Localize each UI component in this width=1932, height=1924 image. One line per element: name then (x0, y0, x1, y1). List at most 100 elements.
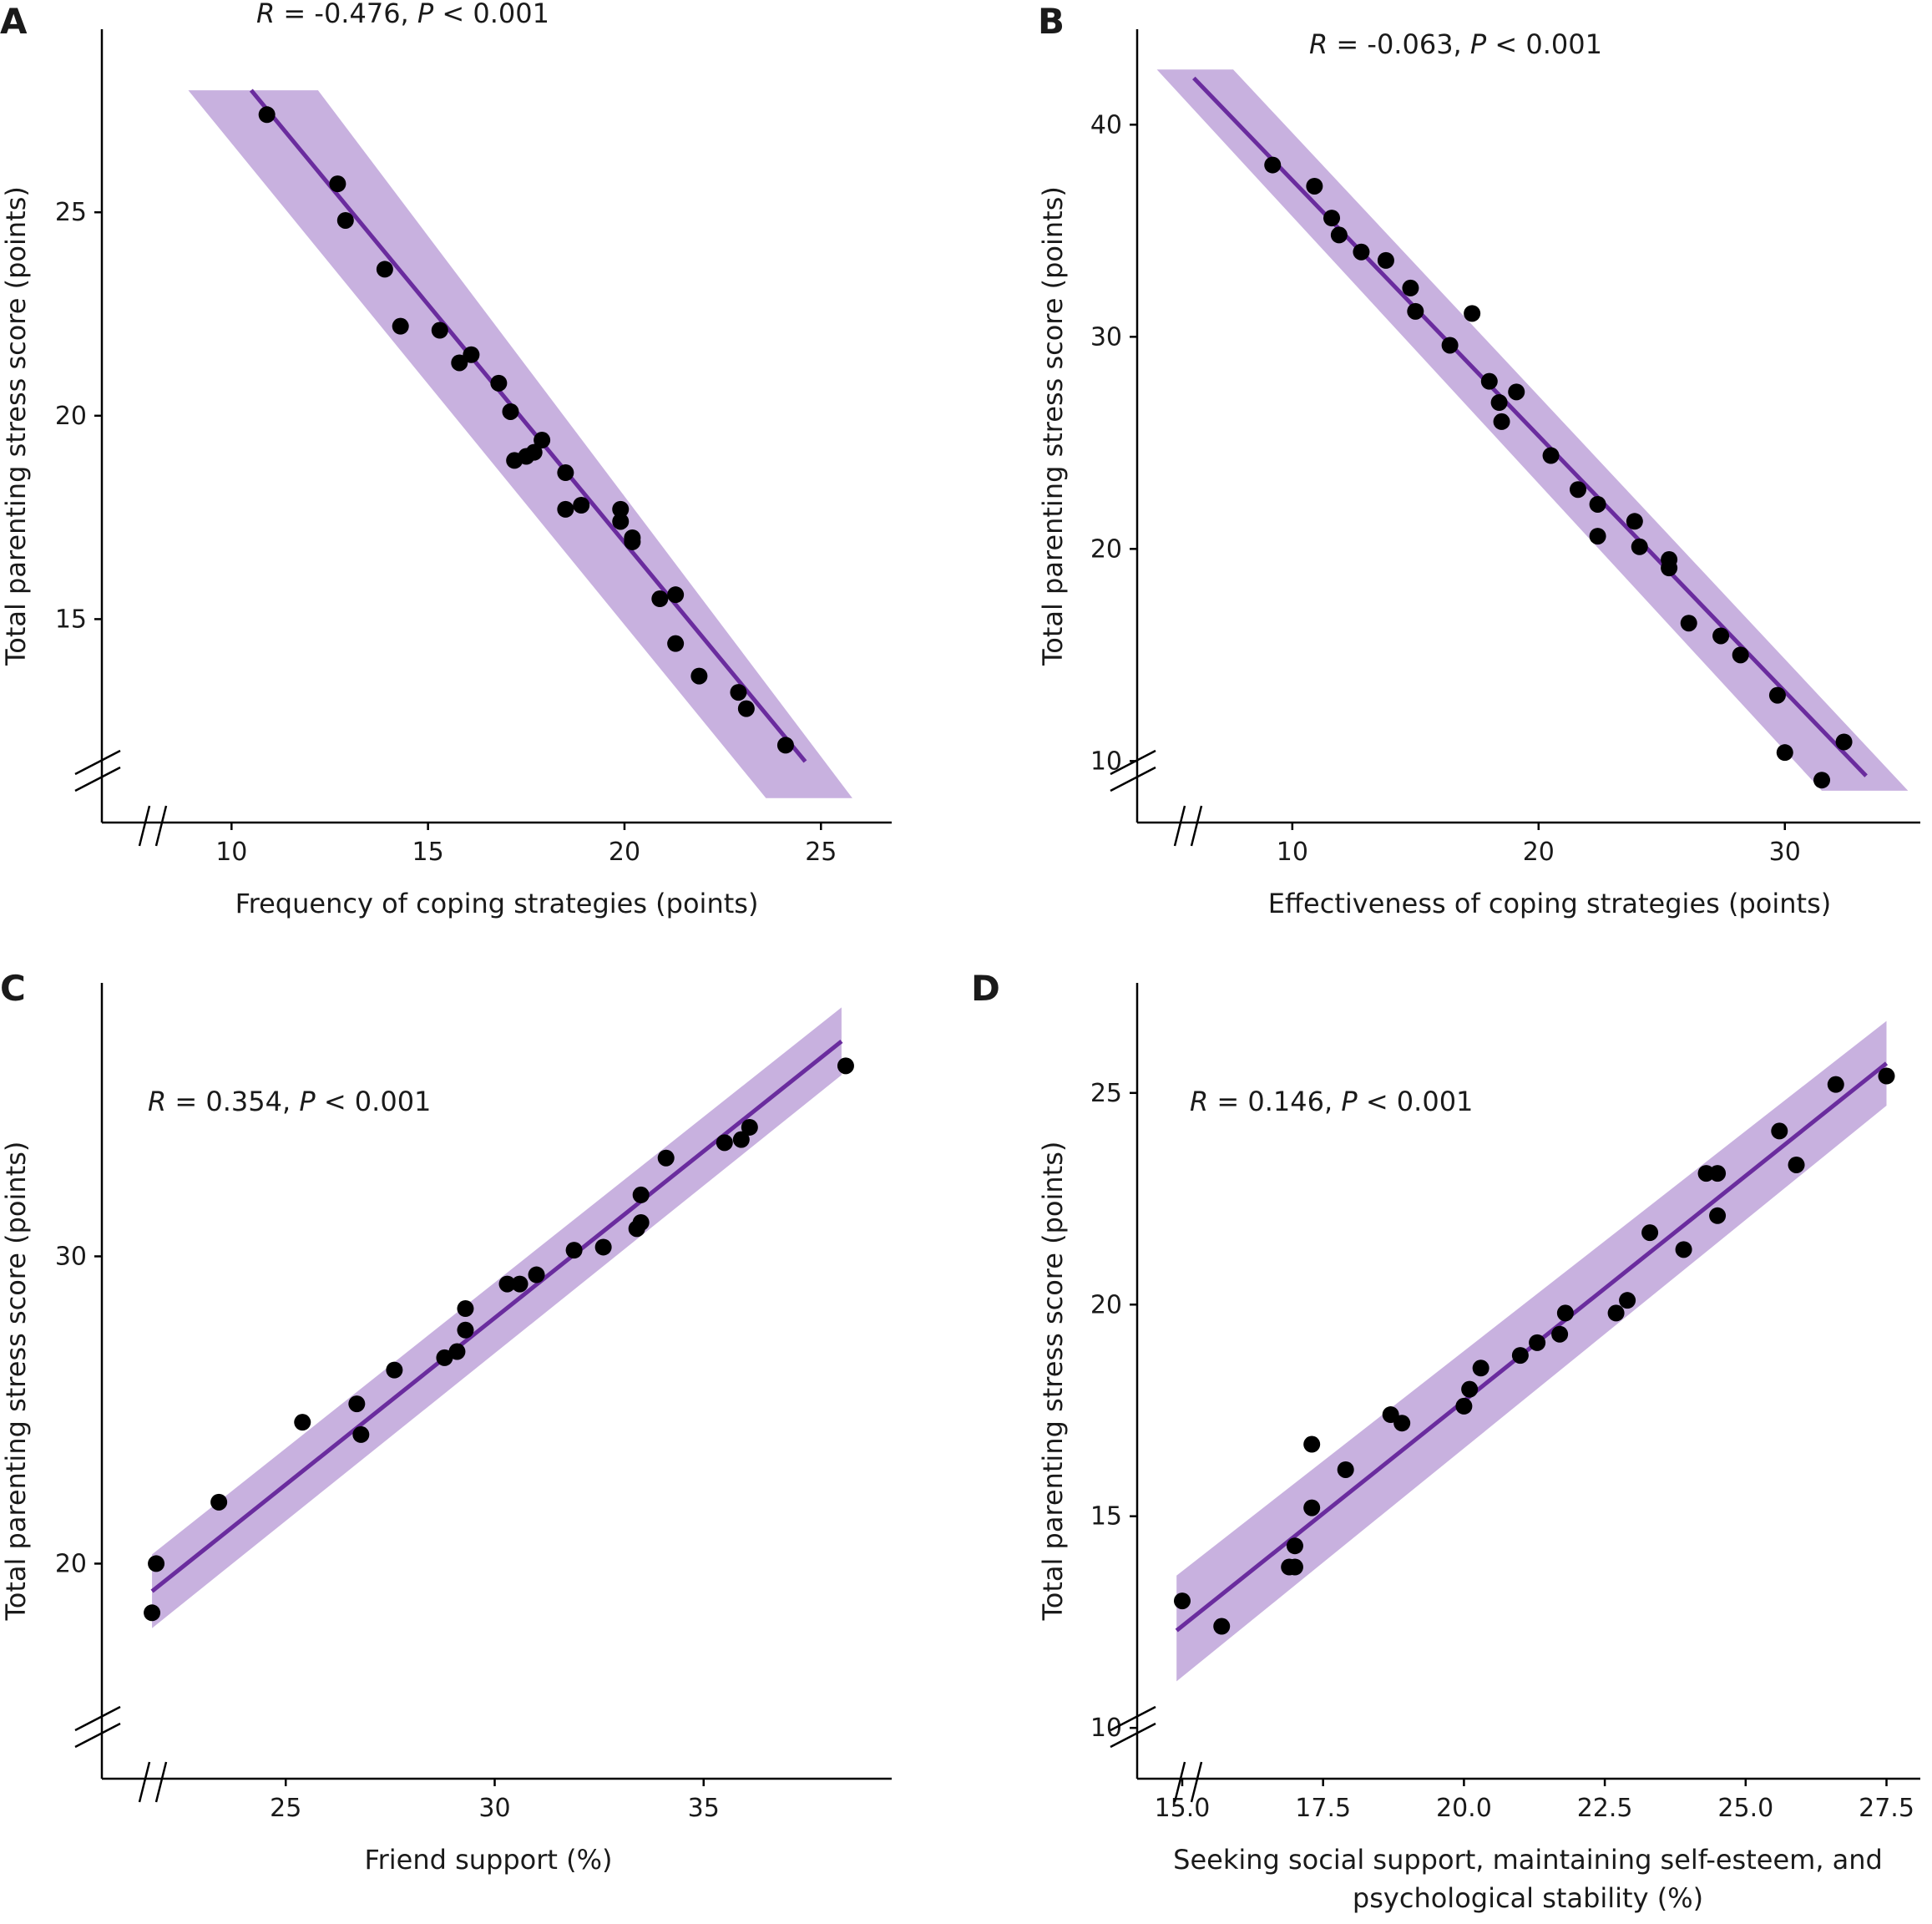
p-value: < 0.001 (433, 0, 549, 29)
data-point (1542, 447, 1560, 464)
data-point (386, 1361, 403, 1379)
data-point (1337, 1461, 1354, 1478)
data-point (1407, 302, 1424, 320)
y-axis-label: Total parenting stress score (points) (1037, 186, 1069, 666)
data-point (1493, 413, 1510, 430)
data-point (1835, 733, 1853, 751)
y-tick-label: 30 (1090, 322, 1122, 352)
data-point (1709, 1207, 1727, 1224)
data-point (511, 1275, 529, 1293)
data-point (594, 1238, 612, 1256)
data-point (1480, 372, 1498, 390)
x-axis-break-mark (154, 1761, 168, 1803)
p-value: < 0.001 (1486, 28, 1602, 60)
x-axis-break-mark (138, 1761, 151, 1803)
x-axis-label: Seeking social support, maintaining self… (1173, 1844, 1883, 1876)
data-point (1461, 1380, 1479, 1398)
y-axis-break-mark (1110, 749, 1156, 776)
x-tick-label: 22.5 (1577, 1794, 1633, 1823)
data-point (210, 1493, 228, 1511)
data-point (1393, 1415, 1411, 1432)
data-point (1569, 481, 1586, 499)
data-point (632, 1186, 650, 1203)
y-tick-label: 40 (1090, 110, 1122, 139)
confidence-band (188, 90, 852, 798)
panel-letter: A (0, 1, 28, 42)
data-point (1589, 495, 1606, 513)
x-tick-label: 25.0 (1717, 1794, 1773, 1823)
data-point (667, 586, 685, 604)
data-point (1631, 538, 1648, 555)
x-tick-label: 10 (1277, 838, 1308, 867)
data-point (1490, 394, 1508, 412)
data-point (148, 1555, 165, 1572)
y-tick-label: 15 (55, 605, 87, 634)
data-point (525, 443, 543, 461)
regression-line (150, 1039, 843, 1593)
r-symbol: R (1190, 1086, 1208, 1117)
y-tick-label: 15 (1090, 1502, 1122, 1532)
y-tick-label: 10 (1090, 1714, 1122, 1743)
data-point (1551, 1325, 1569, 1343)
x-tick-label: 25 (805, 838, 837, 867)
p-symbol: P (1341, 1086, 1358, 1117)
panel-D: 15.0 17.5 20.0 22.5 25.0 27.5 10 15 20 25 D R = 0… (971, 968, 1920, 1914)
y-axis-break-mark (74, 766, 121, 792)
y-axis-label: Total parenting stress score (points) (0, 186, 32, 666)
data-point (1661, 559, 1678, 577)
regression-line (249, 89, 807, 763)
data-point (352, 1425, 370, 1443)
correlation-annotation: R = 0.146, P < 0.001 (1190, 1086, 1473, 1117)
x-axis-break-mark (138, 805, 151, 847)
data-point (1771, 1122, 1788, 1140)
data-point (258, 106, 276, 124)
data-point (1264, 156, 1282, 174)
data-point (1173, 1592, 1191, 1610)
data-point (737, 700, 755, 717)
data-point (612, 513, 630, 530)
data-point (534, 432, 551, 449)
p-symbol: P (417, 0, 434, 29)
data-point (557, 464, 574, 482)
x-axis-break-mark (1190, 1761, 1203, 1803)
data-point (1441, 337, 1459, 354)
data-point (392, 317, 409, 335)
data-point (1878, 1067, 1895, 1085)
panel-letter: C (0, 968, 26, 1009)
data-point (1303, 1435, 1321, 1453)
data-point (463, 346, 480, 363)
data-point (348, 1395, 366, 1413)
data-point (376, 261, 393, 278)
data-point (1675, 1241, 1692, 1258)
x-axis-label: Frequency of coping strategies (points) (235, 888, 759, 919)
r-symbol: R (256, 0, 275, 29)
r-value: = 0.146, (1208, 1086, 1341, 1117)
x-axis-label: Effectiveness of coping strategies (poin… (1268, 888, 1831, 919)
x-tick-label: 20 (609, 838, 640, 867)
data-point (457, 1321, 474, 1339)
data-point (294, 1414, 311, 1431)
data-point (1709, 1165, 1727, 1182)
data-point (502, 403, 519, 420)
y-axis-break-mark (74, 749, 121, 776)
data-point (612, 500, 630, 518)
data-point (1353, 243, 1370, 261)
data-point (573, 497, 590, 514)
x-tick-label: 17.5 (1295, 1794, 1351, 1823)
data-point (716, 1134, 733, 1152)
data-point (329, 175, 346, 193)
data-point (1556, 1304, 1574, 1322)
y-tick-label: 20 (55, 1549, 87, 1578)
r-value: = 0.354, (166, 1086, 299, 1117)
x-tick-label: 30 (1769, 838, 1801, 867)
panel-A: 10 15 20 25 15 20 25 A R = -0.476, P < 0.001 F… (0, 0, 892, 919)
data-point (732, 1131, 750, 1148)
data-point (1788, 1156, 1805, 1173)
data-point (1712, 627, 1730, 645)
x-tick-label: 25 (270, 1794, 301, 1823)
data-point (490, 374, 508, 392)
data-point (144, 1604, 161, 1622)
data-point (1732, 646, 1749, 664)
data-point (837, 1057, 854, 1075)
